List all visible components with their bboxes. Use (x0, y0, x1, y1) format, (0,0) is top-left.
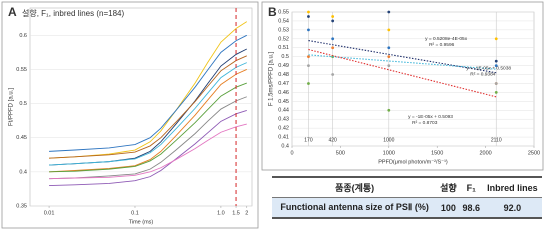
point (307, 10, 310, 14)
series-line (49, 34, 247, 152)
point (307, 15, 310, 18)
y-tick-label: 0.51 (278, 45, 289, 51)
point (331, 37, 335, 41)
x-axis-label: Time (ms) (129, 219, 154, 225)
trend-equation: y = 0.5208e-4E-05x (425, 36, 468, 42)
trend-equation: y = -1E-05x + 0.5093 (408, 114, 453, 120)
header-cell: Inbred lines (482, 176, 542, 198)
y-tick-label: 0.45 (278, 99, 289, 105)
point (307, 28, 310, 32)
summary-table: 품종(계통) 설향 F₁ Inbred lines Functional ant… (272, 176, 542, 219)
panel-label: B (268, 5, 277, 19)
x-tick-label: 2000 (479, 150, 491, 156)
y-tick-label: 0.55 (278, 9, 289, 15)
trend-line (308, 48, 497, 98)
y-tick-label: 0.41 (278, 135, 289, 141)
x-tick-label: 0.1 (131, 210, 139, 216)
point (307, 64, 310, 67)
trend-equation: y = -1E-05x + 0.5038 (466, 66, 511, 72)
point (387, 108, 391, 112)
x-tick-label: 1.5 (232, 210, 240, 216)
point (494, 37, 498, 41)
series-line (49, 82, 247, 173)
x-tick-label: 1000 (383, 150, 395, 156)
y-tick-label: 0.35 (16, 203, 27, 209)
header-cell: F₁ (459, 176, 483, 198)
header-cell: 품종(계통) (272, 176, 438, 198)
y-tick-label: 0.44 (278, 108, 289, 114)
plot-area (291, 11, 535, 147)
series-line (49, 96, 247, 180)
series-line (49, 55, 247, 159)
cell: 100 (437, 197, 460, 219)
y-tick-label: 0.42 (278, 126, 289, 132)
point (387, 46, 391, 50)
point (307, 82, 310, 85)
series-line (49, 21, 248, 159)
y-tick-label: 0.6 (19, 33, 27, 39)
panel-label: A (8, 5, 17, 19)
cell: 92.0 (482, 197, 542, 219)
x-tick-label: 0 (290, 150, 293, 156)
x-tick-label: 2500 (528, 150, 540, 156)
figure: A 설향, F₁, inbred lines (n=184)0.350.40.45… (1, 1, 544, 229)
cell: 98.6 (459, 197, 483, 219)
point (387, 55, 391, 59)
point (331, 19, 335, 23)
point (307, 55, 310, 59)
y-tick-label: 0.5 (281, 54, 289, 60)
trend-r2: R² = 0.9384 (470, 72, 496, 78)
point (494, 91, 498, 94)
y-axis-label: Ft/PPFD [a.u.] (9, 88, 15, 126)
y-axis-label: F 1.5ms/PPFD [a.u.] (269, 51, 275, 106)
x-tick-label: 0.01 (44, 210, 55, 216)
y-tick-label: 0.53 (278, 27, 289, 33)
point (494, 82, 498, 85)
table-row: Functional antenna size of PSⅡ (%) 100 9… (272, 197, 542, 219)
y-tick-label: 0.49 (278, 63, 289, 69)
trend-r2: R² = 0.8703 (412, 120, 438, 126)
cell: Functional antenna size of PSⅡ (%) (272, 197, 438, 219)
x-tick-label: 2 (245, 210, 248, 216)
reference-label: 170 (304, 137, 313, 143)
series-line (49, 123, 247, 180)
x-axis-label: PPFD(μmol photon/m⁻²/S⁻¹) (378, 159, 448, 165)
y-tick-label: 0.4 (19, 169, 27, 175)
series-line (49, 69, 247, 173)
point (387, 10, 391, 14)
reference-label: 2110 (491, 137, 502, 143)
x-tick-label: 500 (336, 150, 345, 156)
y-tick-label: 0.48 (278, 72, 289, 78)
trend-r2: R² = 0.9596 (429, 42, 455, 48)
y-tick-label: 0.45 (16, 135, 27, 141)
trend-line (308, 54, 497, 70)
y-tick-label: 0.5 (19, 101, 27, 107)
point (494, 59, 498, 63)
point (331, 73, 335, 76)
header-cell: 설향 (437, 176, 460, 198)
y-tick-label: 0.54 (278, 18, 289, 24)
y-tick-label: 0.55 (16, 67, 27, 73)
chart-title: 설향, F₁, inbred lines (n=184) (22, 8, 124, 18)
point (387, 28, 391, 32)
table-header: 품종(계통) 설향 F₁ Inbred lines (272, 176, 542, 198)
plot-area (29, 7, 253, 207)
reference-label: 420 (328, 137, 337, 143)
y-tick-label: 0.46 (278, 90, 289, 96)
x-tick-label: 1.0 (217, 210, 225, 216)
y-tick-label: 0.43 (278, 117, 289, 123)
y-tick-label: 0.52 (278, 36, 289, 42)
point (331, 46, 335, 50)
y-tick-label: 0.4 (281, 143, 289, 149)
page: A 설향, F₁, inbred lines (n=184) 0.35 0.4 0.45… (1, 1, 544, 229)
x-tick-label: 1500 (431, 150, 443, 156)
point (387, 64, 391, 67)
point (494, 64, 498, 67)
series-line (49, 109, 247, 186)
point (331, 15, 335, 18)
reference-label: 1000 (383, 137, 394, 143)
y-tick-label: 0.47 (278, 81, 289, 87)
series-line (49, 62, 247, 166)
